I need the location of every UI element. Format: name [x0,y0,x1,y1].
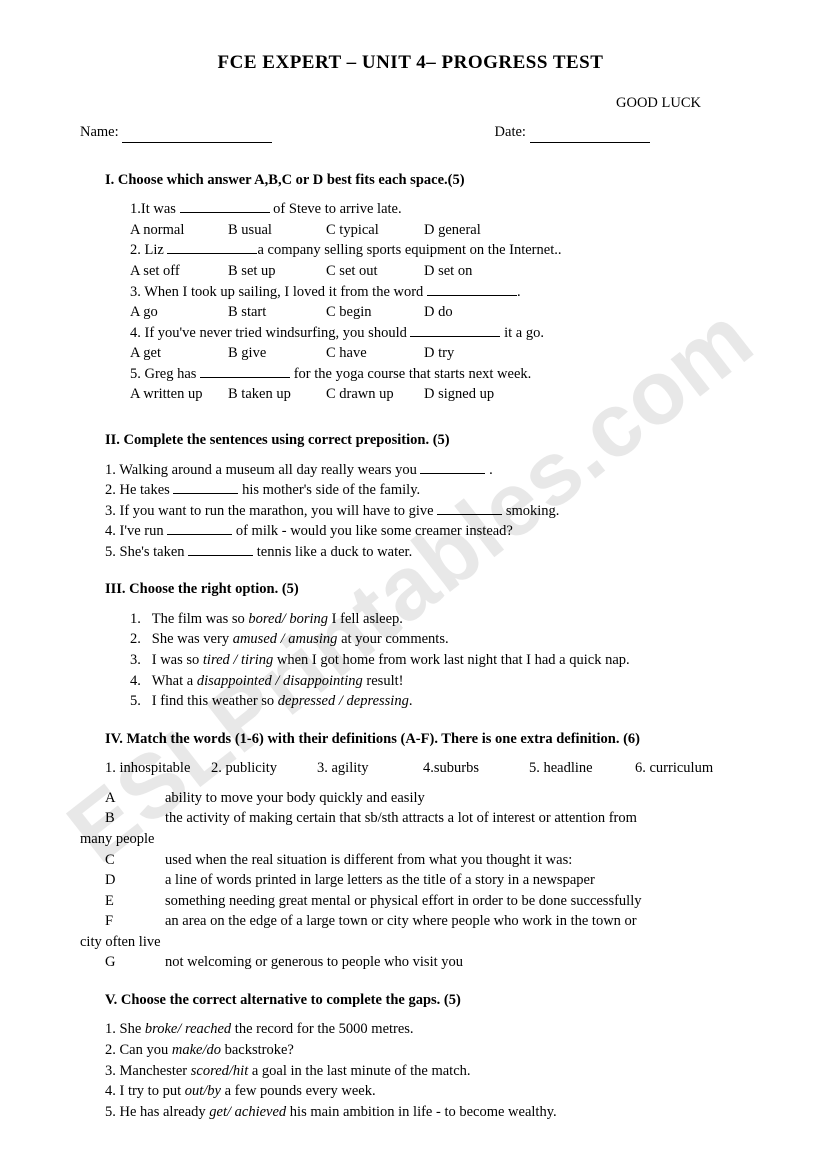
s1q2-optC[interactable]: C set out [326,262,424,282]
s1q5: 5. Greg has for the yoga course that sta… [130,365,741,385]
section1-heading: I. Choose which answer A,B,C or D best f… [80,171,741,191]
s4w2: 2. publicity [211,759,317,779]
s1q5-optD[interactable]: D signed up [424,385,522,405]
s2q5-blank[interactable] [188,555,253,556]
s2q4-blank[interactable] [167,534,232,535]
date-label: Date: [495,124,526,140]
s5q5: 5. He has already get/ achieved his main… [105,1103,741,1123]
s4w3: 3. agility [317,759,423,779]
s4defB: Bthe activity of making certain that sb/… [80,809,741,829]
s1q4-optC[interactable]: C have [326,344,424,364]
section4-words: 1. inhospitable 2. publicity 3. agility … [80,759,741,779]
s5q1: 1. She broke/ reached the record for the… [105,1020,741,1040]
s1q2-optD[interactable]: D set on [424,262,522,282]
s5q3: 3. Manchester scored/hit a goal in the l… [105,1062,741,1082]
section4-heading: IV. Match the words (1-6) with their def… [80,730,741,750]
section1-questions: 1.It was of Steve to arrive late. A norm… [80,200,741,405]
page-content: FCE EXPERT – UNIT 4– PROGRESS TEST GOOD … [0,0,821,1163]
s4w6: 6. curriculum [635,759,741,779]
date-field[interactable] [530,142,650,143]
s1q5-options: A written upB taken upC drawn upD signed… [130,385,741,405]
section2-heading: II. Complete the sentences using correct… [80,431,741,451]
s1q3: 3. When I took up sailing, I loved it fr… [130,283,741,303]
s3q4: 4. What a disappointed / disappointing r… [130,672,741,692]
s1q1: 1.It was of Steve to arrive late. [130,200,741,220]
name-label: Name: [80,124,119,140]
s1q2-options: A set offB set upC set outD set on [130,262,741,282]
s2q3-blank[interactable] [437,514,502,515]
s1q1-optB[interactable]: B usual [228,221,326,241]
s3q5: 5. I find this weather so depressed / de… [130,692,741,712]
s1q4-options: A getB giveC haveD try [130,344,741,364]
s2q2-blank[interactable] [173,493,238,494]
s2q2: 2. He takes his mother's side of the fam… [105,481,741,501]
s1q3-optC[interactable]: C begin [326,303,424,323]
s1q2: 2. Liz a company selling sports equipmen… [130,241,741,261]
s1q3-optA[interactable]: A go [130,303,228,323]
s1q5-optA[interactable]: A written up [130,385,228,405]
s1q2-optB[interactable]: B set up [228,262,326,282]
section5-heading: V. Choose the correct alternative to com… [80,991,741,1011]
s4defG: Gnot welcoming or generous to people who… [80,953,741,973]
s1q3-options: A goB startC beginD do [130,303,741,323]
s1q4-optD[interactable]: D try [424,344,522,364]
s1q1-blank[interactable] [180,212,270,213]
s4defF-cont: city often live [80,933,741,953]
s5q4: 4. I try to put out/by a few pounds ever… [105,1082,741,1102]
s1q3-optB[interactable]: B start [228,303,326,323]
s4defF: Fan area on the edge of a large town or … [80,912,741,932]
s5q2: 2. Can you make/do backstroke? [105,1041,741,1061]
s1q3-blank[interactable] [427,295,517,296]
s1q5-blank[interactable] [200,377,290,378]
section2-questions: 1. Walking around a museum all day reall… [80,461,741,563]
s3q3: 3. I was so tired / tiring when I got ho… [130,651,741,671]
s4defC: Cused when the real situation is differe… [80,851,741,871]
section3-questions: 1. The film was so bored/ boring I fell … [80,610,741,712]
s2q1-blank[interactable] [420,473,485,474]
section4-definitions: Aability to move your body quickly and e… [80,789,741,973]
name-date-row: Name: Date: [80,123,741,143]
s4defD: Da line of words printed in large letter… [80,871,741,891]
section3-heading: III. Choose the right option. (5) [80,580,741,600]
page-title: FCE EXPERT – UNIT 4– PROGRESS TEST [80,50,741,76]
s3q1: 1. The film was so bored/ boring I fell … [130,610,741,630]
s4defE: E something needing great mental or phys… [80,892,741,912]
s1q5-optB[interactable]: B taken up [228,385,326,405]
s4defA: Aability to move your body quickly and e… [80,789,741,809]
good-luck-text: GOOD LUCK [80,94,741,114]
s1q5-optC[interactable]: C drawn up [326,385,424,405]
s1q3-optD[interactable]: D do [424,303,522,323]
s4defB-cont: many people [80,830,741,850]
s2q4: 4. I've run of milk - would you like som… [105,522,741,542]
s2q3: 3. If you want to run the marathon, you … [105,502,741,522]
s2q1: 1. Walking around a museum all day reall… [105,461,741,481]
s3q2: 2. She was very amused / amusing at your… [130,630,741,650]
s2q5: 5. She's taken tennis like a duck to wat… [105,543,741,563]
s1q2-optA[interactable]: A set off [130,262,228,282]
s1q4: 4. If you've never tried windsurfing, yo… [130,324,741,344]
s1q1-options: A normalB usualC typicalD general [130,221,741,241]
s1q1-optC[interactable]: C typical [326,221,424,241]
s1q2-blank[interactable] [167,253,257,254]
name-field[interactable] [122,142,272,143]
s4w5: 5. headline [529,759,635,779]
section5-questions: 1. She broke/ reached the record for the… [80,1020,741,1122]
s1q4-optA[interactable]: A get [130,344,228,364]
s1q1-optD[interactable]: D general [424,221,522,241]
s1q4-blank[interactable] [410,336,500,337]
s4w1: 1. inhospitable [105,759,211,779]
s1q1-optA[interactable]: A normal [130,221,228,241]
s1q4-optB[interactable]: B give [228,344,326,364]
s4w4: 4.suburbs [423,759,529,779]
